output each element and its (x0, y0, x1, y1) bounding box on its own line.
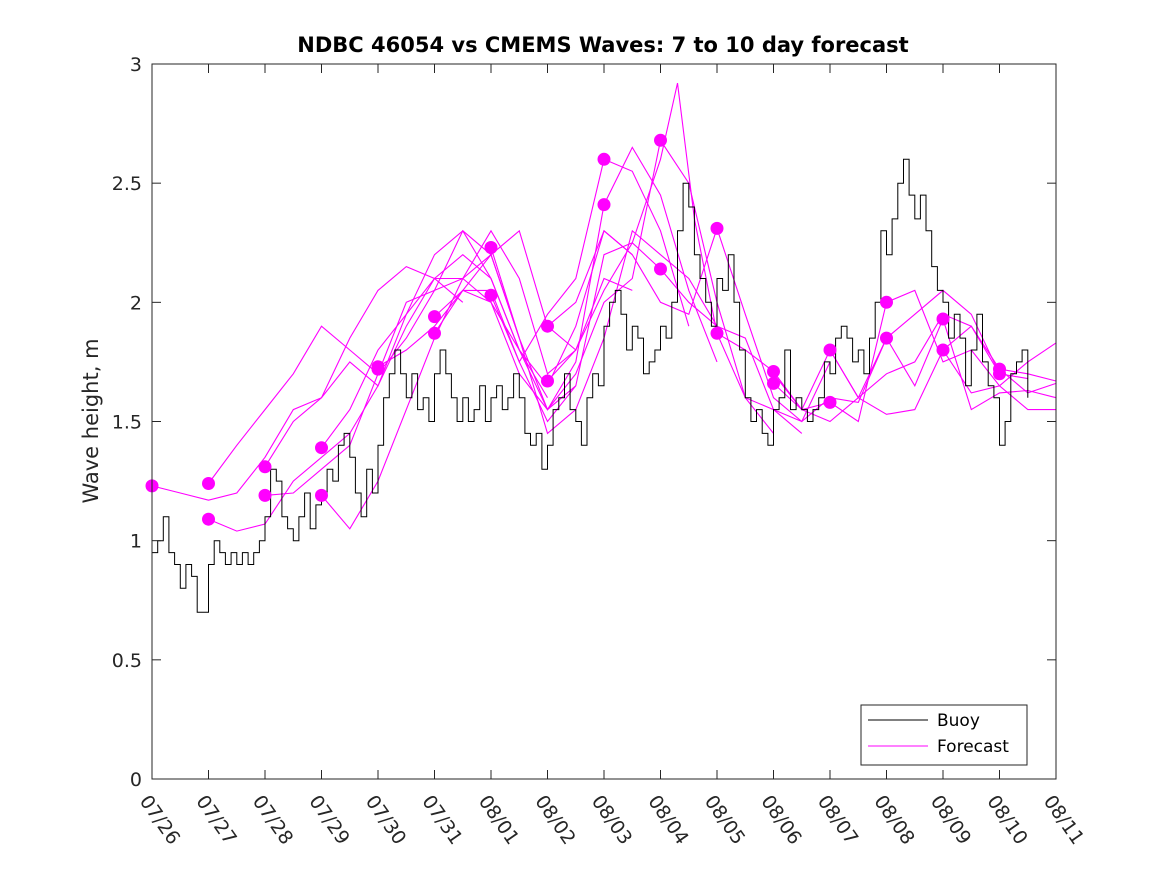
forecast-run-line-10 (434, 229, 718, 435)
forecast-marker-16 (597, 152, 611, 166)
forecast-marker-13 (484, 288, 498, 302)
forecast-marker-29 (936, 343, 950, 357)
forecast-marker-23 (767, 376, 780, 390)
x-tick-label: 08/05 (700, 791, 749, 848)
forecast-marker-5 (258, 488, 272, 502)
forecast-marker-14 (541, 319, 554, 333)
x-tick-label: 07/31 (417, 791, 466, 848)
forecast-marker-21 (710, 326, 724, 340)
x-tick-label: 08/08 (869, 791, 918, 848)
chart-title: NDBC 46054 vs CMEMS Waves: 7 to 10 day f… (297, 33, 908, 57)
buoy-series-line (152, 158, 1029, 613)
x-tick-label: 08/02 (530, 791, 579, 848)
forecast-run-line-11 (490, 138, 774, 434)
y-tick-label: 0.5 (112, 650, 142, 672)
x-tick-label: 08/06 (756, 791, 805, 848)
x-tick-label: 08/01 (474, 791, 523, 848)
forecast-run-line-2 (208, 229, 520, 484)
x-tick-label: 08/03 (587, 791, 636, 848)
legend-buoy-label: Buoy (937, 711, 980, 731)
forecast-marker-24 (823, 343, 837, 357)
y-tick-label: 3 (130, 54, 142, 76)
x-tick-label: 08/04 (643, 791, 692, 848)
forecast-marker-4 (258, 460, 272, 474)
forecast-marker-26 (880, 295, 893, 309)
forecast-run-line-20 (942, 349, 1056, 411)
x-tick-label: 07/26 (135, 791, 184, 848)
x-tick-label: 07/28 (248, 791, 297, 848)
forecast-marker-3 (202, 512, 215, 526)
forecast-marker-11 (428, 326, 441, 340)
forecast-marker-10 (428, 310, 441, 324)
forecast-marker-22 (767, 365, 780, 378)
x-tick-label: 07/29 (304, 791, 353, 848)
plot-frame (151, 63, 1057, 780)
forecast-run-line-4 (264, 229, 577, 468)
forecast-marker-20 (710, 221, 724, 235)
legend-box (860, 704, 1028, 766)
forecast-marker-19 (654, 262, 667, 276)
forecast-run-line-9 (434, 146, 718, 411)
forecast-marker-27 (880, 331, 893, 345)
y-tick-label: 2.5 (112, 173, 142, 195)
forecast-marker-18 (654, 133, 667, 147)
forecast-marker-17 (597, 198, 611, 212)
forecast-marker-15 (541, 374, 554, 388)
forecast-marker-7 (315, 488, 328, 502)
forecast-run-line-16 (773, 313, 1028, 411)
forecast-marker-25 (823, 395, 837, 409)
forecast-run-line-13 (547, 226, 831, 423)
forecast-run-line-1 (151, 265, 464, 501)
forecast-marker-12 (484, 241, 498, 254)
forecast-marker-6 (315, 441, 328, 455)
x-tick-label: 07/30 (361, 791, 410, 848)
y-tick-label: 0 (130, 769, 142, 791)
y-axis-label: Wave height, m (79, 338, 103, 503)
legend: Buoy Forecast (860, 704, 1028, 766)
forecast-run-line-17 (773, 289, 1057, 423)
forecast-run-line-12 (490, 242, 803, 434)
y-tick-label: 1 (130, 531, 142, 553)
forecast-run-line-7 (321, 229, 633, 530)
forecast-marker-2 (202, 477, 215, 490)
forecast-run-line-8 (377, 158, 690, 368)
y-tick-label: 2 (130, 292, 142, 314)
forecast-marker-9 (371, 362, 385, 376)
x-tick-label: 07/27 (191, 791, 240, 848)
x-tick-label: 08/11 (1039, 791, 1088, 848)
y-tick-label: 1.5 (112, 412, 142, 434)
forecast-marker-31 (993, 367, 1006, 381)
forecast-marker-28 (936, 312, 950, 326)
x-tick-label: 08/10 (982, 791, 1031, 848)
plot-area (145, 82, 1057, 613)
x-tick-label: 08/07 (813, 791, 862, 848)
legend-forecast-label: Forecast (937, 737, 1009, 757)
x-tick-label: 08/09 (926, 791, 975, 848)
